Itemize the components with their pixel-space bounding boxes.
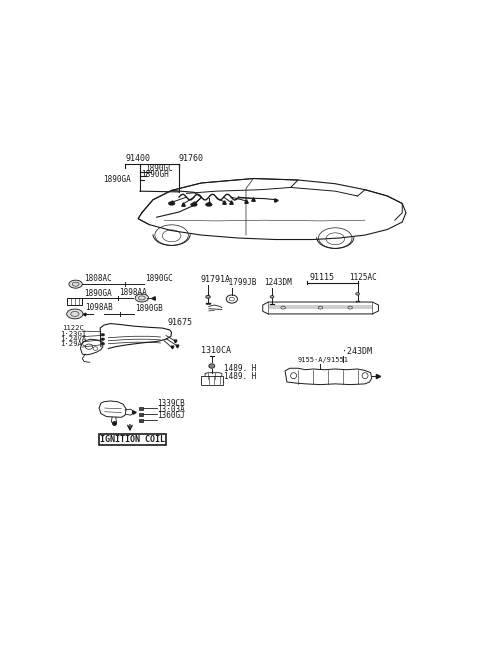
Text: 1890GB: 1890GB [135,304,163,313]
Text: 1890GA: 1890GA [84,289,112,298]
FancyBboxPatch shape [99,434,167,445]
Text: 1310CA: 1310CA [201,346,230,355]
Text: 1898AA: 1898AA [119,288,146,297]
Text: 1890GH: 1890GH [141,170,169,179]
Ellipse shape [205,203,212,206]
Text: 1098AB: 1098AB [85,304,113,313]
Text: 1360GJ: 1360GJ [157,411,185,420]
Text: 91791A: 91791A [201,275,230,284]
Ellipse shape [101,338,105,340]
Text: 1·29AC: 1·29AC [60,341,86,347]
Ellipse shape [356,292,360,295]
Ellipse shape [209,364,215,368]
Bar [139,407,143,410]
Text: 1339CB: 1339CB [157,399,185,408]
Bar [139,413,143,416]
Text: 13·03A: 13·03A [157,405,185,414]
Text: 1890GC: 1890GC [145,164,173,173]
Text: ·1799JB: ·1799JB [225,278,257,287]
Text: 91760: 91760 [178,154,204,163]
FancyBboxPatch shape [201,376,223,384]
Text: ·243DM: ·243DM [342,347,372,355]
Text: 1·23GI: 1·23GI [60,330,86,336]
Ellipse shape [101,342,105,345]
Text: 1489. H: 1489. H [224,372,256,381]
Text: 1·24VA: 1·24VA [60,336,86,342]
Text: 91115: 91115 [310,273,335,282]
Ellipse shape [168,202,175,205]
Text: 91400: 91400 [125,154,150,163]
Bar [139,419,143,422]
Text: 91675: 91675 [168,317,193,327]
Ellipse shape [206,296,210,298]
Text: 1890GA: 1890GA [103,175,131,185]
Text: 9155·A/91551: 9155·A/91551 [298,357,349,363]
Ellipse shape [101,334,105,336]
Ellipse shape [191,203,197,206]
Text: 1122C: 1122C [62,325,84,331]
Text: 1243DM: 1243DM [264,278,292,287]
Ellipse shape [69,280,83,288]
Ellipse shape [135,294,148,302]
Ellipse shape [270,296,274,298]
Text: 1890GC: 1890GC [145,275,173,283]
Text: 1808AC: 1808AC [84,275,112,283]
Ellipse shape [67,309,83,319]
Text: 1489. H: 1489. H [224,365,256,373]
Text: IGNITION COIL: IGNITION COIL [100,435,166,444]
Text: 1125AC: 1125AC [349,273,377,282]
